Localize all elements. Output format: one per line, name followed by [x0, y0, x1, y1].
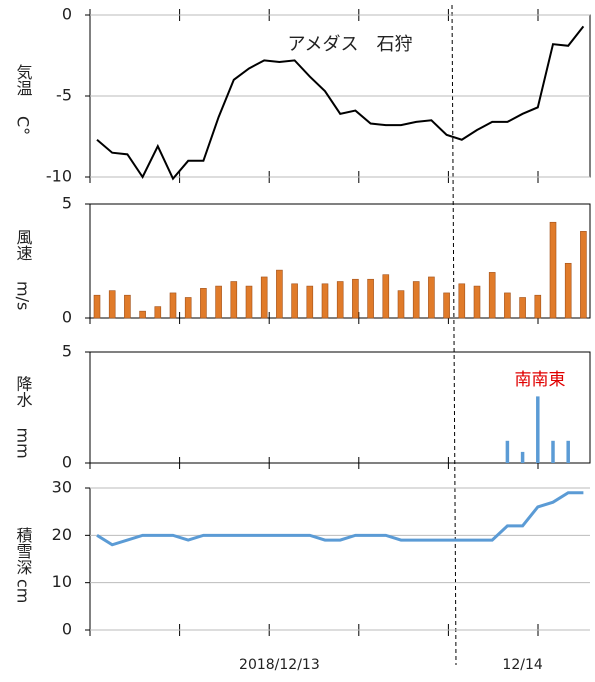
- y-tick-label: 0: [62, 308, 72, 327]
- bar: [352, 278, 359, 319]
- y-axis-unit: m/s: [14, 281, 33, 310]
- bar: [169, 292, 177, 319]
- bar: [93, 294, 101, 319]
- bar: [564, 262, 572, 319]
- y-tick-label: -10: [46, 167, 72, 186]
- y-axis-unit: cm: [14, 579, 33, 603]
- date-divider: [451, 4, 457, 666]
- bar: [549, 221, 557, 319]
- bar: [473, 285, 481, 319]
- bar: [458, 283, 466, 319]
- bar: [336, 281, 344, 319]
- y-tick-label: 5: [62, 194, 72, 213]
- y-tick-label: 0: [62, 620, 72, 639]
- bar: [443, 292, 450, 319]
- y-tick-label: 5: [62, 342, 72, 361]
- bar: [551, 440, 555, 463]
- bar: [139, 310, 146, 319]
- bar: [245, 285, 253, 319]
- bar: [230, 281, 238, 319]
- y-axis-label: 風速: [14, 229, 33, 261]
- bar: [534, 294, 542, 319]
- y-tick-label: 10: [52, 572, 72, 591]
- bar: [536, 396, 540, 463]
- y-axis-label: 気温: [14, 64, 33, 96]
- bar: [504, 292, 511, 319]
- bar: [580, 231, 587, 319]
- y-axis-label: 積雪深: [14, 527, 33, 575]
- bar: [566, 440, 570, 463]
- bar: [321, 283, 329, 319]
- bar: [291, 283, 298, 319]
- y-axis-unit: mm: [14, 428, 33, 459]
- bar: [184, 297, 192, 319]
- bar: [124, 294, 131, 319]
- x-tick-label: 2018/12/13: [239, 657, 320, 673]
- bar: [520, 451, 525, 463]
- y-tick-label: 0: [62, 453, 72, 472]
- y-tick-label: -5: [56, 86, 72, 105]
- bar: [428, 276, 435, 319]
- bar: [367, 278, 374, 319]
- y-tick-label: 0: [62, 5, 72, 24]
- annotation: 南南東: [515, 370, 566, 390]
- y-axis-unit: C°: [14, 116, 33, 135]
- panel-frame: [89, 351, 591, 464]
- bar: [260, 276, 268, 319]
- bar: [382, 274, 390, 319]
- chart-title: アメダス 石狩: [287, 34, 412, 55]
- bar: [505, 440, 510, 463]
- x-tick-label: 12/14: [502, 657, 542, 673]
- bar: [412, 281, 420, 319]
- bar: [397, 290, 405, 319]
- bar: [488, 272, 496, 319]
- bar: [519, 297, 526, 319]
- y-axis-label: 降水: [14, 376, 33, 408]
- bar: [306, 285, 314, 319]
- line: [96, 491, 584, 547]
- bar: [215, 285, 222, 319]
- bar: [154, 306, 162, 319]
- bar: [108, 290, 116, 319]
- y-tick-label: 20: [52, 525, 72, 544]
- y-tick-label: 30: [52, 478, 72, 497]
- bar: [200, 288, 207, 319]
- line: [96, 25, 585, 181]
- bar: [276, 269, 283, 319]
